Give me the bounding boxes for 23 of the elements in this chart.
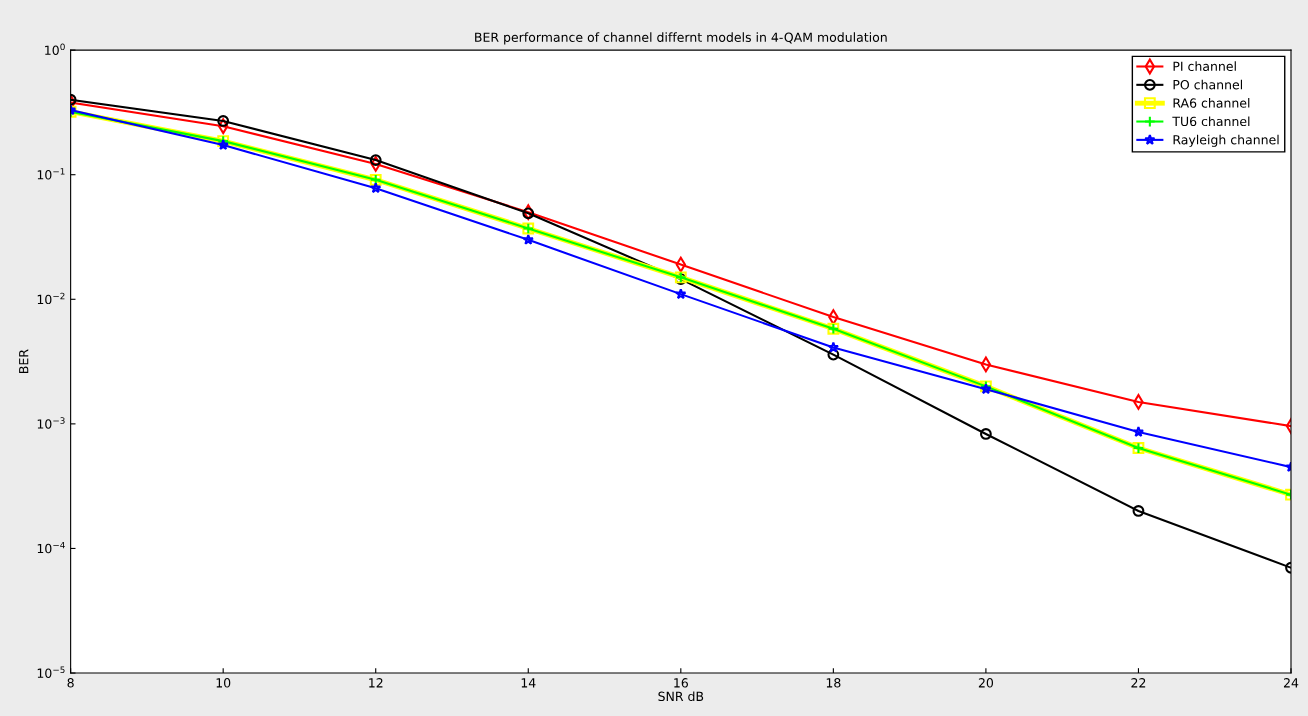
y-tick-label: 10$^{−4}$ bbox=[37, 541, 65, 554]
y-tick-label: 10$^{−1}$ bbox=[37, 168, 65, 180]
x-tick-label: 16 bbox=[674, 678, 688, 688]
x-tick-label: 14 bbox=[521, 678, 536, 688]
x-tick-label: 12 bbox=[369, 678, 383, 688]
y-tick-label: 10$^{−3}$ bbox=[37, 417, 65, 429]
legend-label: PI channel bbox=[1173, 61, 1236, 72]
x-tick-label: 20 bbox=[978, 678, 994, 688]
y-tick-label: 10$^{0}$ bbox=[45, 43, 65, 55]
y-axis-title: BER bbox=[19, 349, 29, 373]
x-tick-label: 8 bbox=[67, 678, 74, 688]
x-tick-label: 10 bbox=[216, 678, 231, 688]
legend-label: PO channel bbox=[1173, 79, 1242, 90]
legend-label: RA6 channel bbox=[1173, 98, 1250, 108]
x-tick-label: 22 bbox=[1131, 678, 1146, 688]
legend-label: TU6 channel bbox=[1172, 116, 1250, 127]
chart-title: BER performance of channel differnt models in 4-QAM modulation bbox=[475, 32, 887, 45]
x-tick-label: 24 bbox=[1283, 678, 1299, 688]
x-tick-label: 18 bbox=[826, 678, 841, 688]
y-tick-label: 10$^{−2}$ bbox=[37, 292, 65, 305]
x-axis-title: SNR dB bbox=[658, 691, 704, 702]
legend-label: Rayleigh channel bbox=[1173, 134, 1279, 147]
y-tick-label: 10$^{−5}$ bbox=[37, 666, 65, 678]
